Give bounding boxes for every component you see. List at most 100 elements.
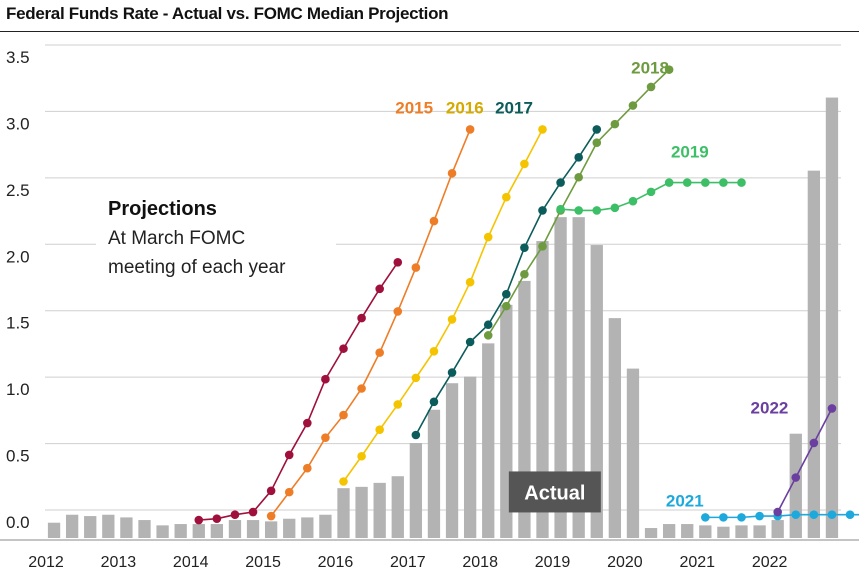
x-axis-ticks: 2012 2013 2014 2015 2016 2017 2018 2019 2020 2021… [28, 554, 787, 571]
actual-bar [301, 517, 314, 538]
projection-point-2018 [538, 242, 547, 251]
series-label-2015: 2015 [395, 98, 433, 117]
projection-point-2021 [701, 513, 710, 522]
projection-point-2016 [447, 315, 457, 324]
y-axis-ticks: 0.0 0.5 1.0 1.5 2.0 2.5 3.0 3.5 [6, 48, 30, 532]
projection-point-2015 [266, 511, 276, 521]
actual-bar [210, 524, 224, 538]
projection-point-2017 [556, 178, 565, 187]
projection-point-2014 [375, 284, 384, 294]
actual-bar [228, 520, 242, 538]
actual-bar [65, 514, 79, 538]
projection-point-2019 [701, 178, 710, 187]
projection-point-2016 [357, 451, 366, 461]
y-tick-label: 1.5 [6, 314, 30, 333]
projection-point-2014 [303, 418, 312, 428]
actual-bar [84, 516, 97, 538]
y-tick-label: 3.5 [6, 48, 30, 67]
projection-point-2014 [194, 515, 204, 525]
actual-bar [482, 343, 495, 538]
actual-bar [608, 318, 622, 538]
projection-point-2016 [483, 232, 493, 242]
projection-point-2019 [737, 178, 746, 187]
chart-title: Federal Funds Rate - Actual vs. FOMC Med… [6, 4, 449, 23]
y-tick-label: 1.0 [6, 380, 30, 399]
projection-point-2016 [393, 400, 403, 409]
projection-point-2018 [520, 269, 529, 279]
projection-point-2017 [538, 206, 547, 215]
projection-point-2016 [465, 277, 475, 287]
actual-bar [807, 170, 821, 538]
actual-bar [120, 517, 133, 538]
x-tick-label: 2016 [318, 554, 354, 571]
projection-point-2017 [429, 397, 439, 407]
actual-bar [445, 383, 459, 538]
actual-bar [662, 524, 676, 538]
actual-bar [337, 488, 350, 538]
projection-point-2019 [664, 178, 674, 187]
projection-lines [194, 65, 859, 525]
actual-bar [264, 521, 278, 538]
projection-point-2015 [357, 384, 366, 393]
y-tick-label: 0.5 [6, 447, 30, 466]
projection-line-2015 [270, 129, 471, 517]
actual-bar [644, 528, 658, 538]
projection-point-2015 [321, 433, 330, 442]
projection-point-2014 [357, 313, 366, 323]
projection-point-2017 [447, 368, 457, 377]
projection-point-2022 [791, 473, 801, 482]
projection-point-2016 [411, 373, 421, 383]
projection-point-2015 [429, 216, 439, 226]
y-tick-label: 0.0 [6, 513, 30, 532]
projection-point-2017 [465, 337, 475, 347]
projection-point-2015 [447, 168, 457, 178]
projection-point-2019 [628, 196, 638, 206]
actual-bars [47, 97, 839, 539]
projection-point-2014 [248, 507, 258, 517]
series-label-2016: 2016 [446, 98, 484, 117]
actual-bar [699, 525, 712, 538]
actual-bar [102, 514, 115, 538]
actual-bar [554, 217, 567, 538]
projection-line-2019 [560, 181, 742, 212]
actual-bar [319, 514, 332, 538]
x-tick-label: 2014 [173, 554, 209, 571]
projection-point-2019 [574, 206, 583, 215]
x-tick-label: 2020 [607, 554, 643, 571]
actual-bar [626, 368, 640, 538]
y-tick-label: 2.5 [6, 181, 30, 200]
projection-point-2016 [339, 477, 348, 486]
projection-point-2014 [321, 374, 330, 384]
projection-point-2017 [502, 289, 511, 299]
actual-bar [753, 525, 766, 538]
actual-bar [138, 520, 151, 538]
projection-point-2019 [592, 206, 602, 215]
projection-point-2016 [375, 425, 384, 434]
projection-point-2016 [502, 192, 511, 202]
actual-bar [283, 518, 296, 538]
projection-point-2018 [483, 331, 493, 340]
actual-bar [391, 476, 404, 538]
actual-bar [355, 486, 368, 538]
projection-point-2015 [303, 463, 312, 473]
projection-point-2014 [212, 514, 222, 523]
projection-line-2016 [342, 129, 544, 482]
projection-point-2016 [520, 159, 529, 169]
series-label-2019: 2019 [671, 142, 709, 161]
actual-bar [536, 241, 549, 539]
projection-point-2016 [429, 347, 439, 356]
x-tick-label: 2017 [390, 554, 426, 571]
actual-bar [717, 526, 730, 538]
projection-point-2018 [646, 82, 656, 92]
projection-point-2014 [393, 257, 403, 267]
projection-point-2018 [592, 138, 602, 148]
projection-point-2017 [592, 125, 602, 134]
series-label-2017: 2017 [495, 98, 533, 117]
actual-bar [771, 520, 784, 538]
note-box [96, 188, 336, 286]
projection-point-2019 [719, 178, 728, 187]
actual-bar [572, 217, 585, 538]
projection-point-2021 [719, 513, 728, 522]
actual-bar [373, 482, 386, 538]
